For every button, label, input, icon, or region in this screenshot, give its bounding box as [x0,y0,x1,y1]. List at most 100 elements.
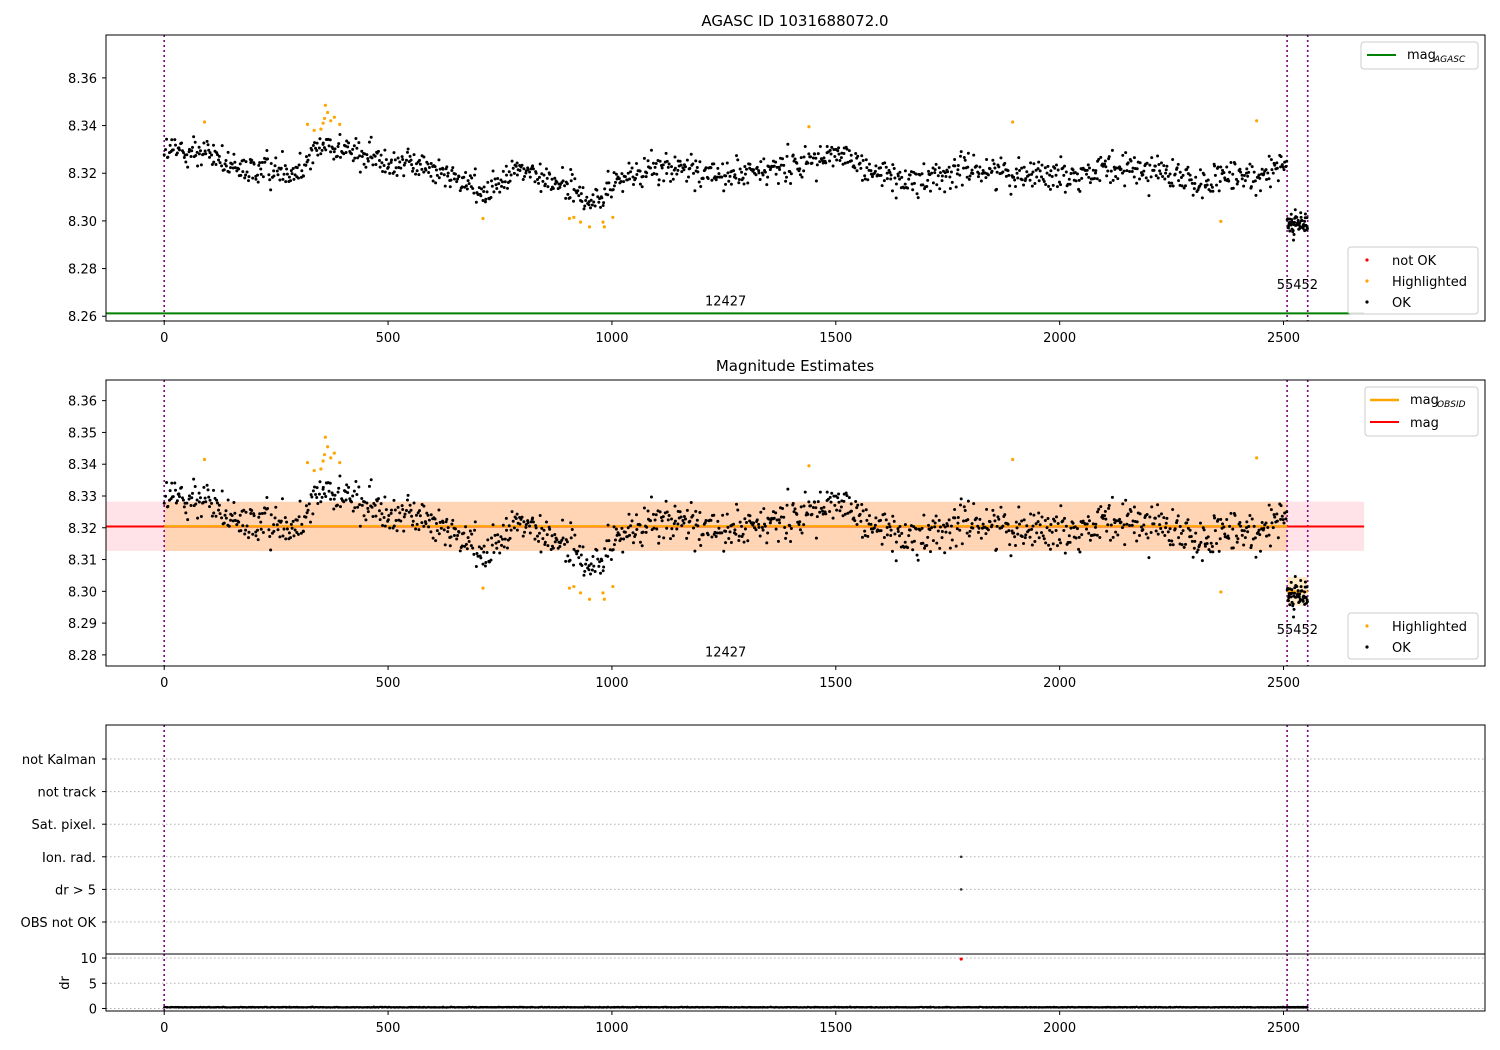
y-axis-label: dr [58,976,73,990]
ok-point [651,512,655,516]
ok-point [398,511,402,515]
ok-point [505,173,509,177]
ok-point [437,158,441,162]
ok-point [327,489,331,493]
ok-point [1286,599,1290,603]
ok-point [1153,164,1157,168]
ok-point [1299,211,1303,215]
ok-point [194,153,198,157]
x-tick-label: 0 [160,1021,168,1036]
ok-point [373,503,377,507]
ok-point [498,190,502,194]
ok-point [884,165,888,169]
ok-point [477,186,481,190]
ok-point [289,179,293,183]
ok-point [564,196,568,200]
ok-point [469,544,473,548]
ok-point [772,516,776,520]
ok-point [304,504,308,508]
ok-point [729,540,733,544]
y-tick-label: 10 [80,952,97,967]
ok-point [1180,184,1184,188]
ok-point [1243,179,1247,183]
ok-point [1062,173,1066,177]
ok-point [415,169,419,173]
ok-point [493,177,497,181]
ok-point [968,529,972,533]
legend-marker [1365,645,1369,649]
ok-point [466,179,470,183]
ok-point [465,547,469,551]
ok-point [360,154,364,158]
x-tick-label: 500 [376,1021,401,1036]
ok-point [755,165,759,169]
ok-point [189,503,193,507]
ok-point [1191,193,1195,197]
ok-point [1104,517,1108,521]
ok-point [1303,219,1307,223]
ok-point [926,535,930,539]
ok-point [410,514,414,518]
ok-point [1182,186,1186,190]
ok-point [601,204,605,208]
ok-point [1168,184,1172,188]
ok-point [813,152,817,156]
ok-point [1107,506,1111,510]
ok-point [1114,174,1118,178]
ok-point [1020,178,1024,182]
flag-label: not track [37,786,96,801]
ok-point [534,526,538,530]
ok-point [1128,523,1132,527]
ok-point [481,198,485,202]
ok-point [1036,520,1040,524]
ok-point [698,160,702,164]
ok-point [619,180,623,184]
ok-point [412,501,416,505]
legend-marker [1365,300,1369,304]
ok-point [377,158,381,162]
ok-point [224,164,228,168]
ok-point [657,178,661,182]
ok-point [1088,538,1092,542]
ok-point [379,153,383,157]
ok-point [311,489,315,493]
ok-point [622,537,626,541]
ok-point [249,511,253,515]
ok-point [1138,161,1142,165]
ok-point [1194,531,1198,535]
ok-point [1202,528,1206,532]
ok-point [533,180,537,184]
ok-point [826,497,830,501]
ok-point [935,541,939,545]
ok-point [909,524,913,528]
highlighted-point [202,457,207,462]
ok-point [1216,518,1220,522]
ok-point [354,136,358,140]
ok-point [414,513,418,517]
ok-point [195,498,199,502]
ok-point [706,176,710,180]
ok-point [683,165,687,169]
ok-point [1171,543,1175,547]
ok-point [807,500,811,504]
ok-point [1265,534,1269,538]
ok-point [832,494,836,498]
ok-point [798,173,802,177]
ok-point [314,146,318,150]
ok-point [1199,540,1203,544]
flag-label: dr > 5 [55,883,96,898]
ok-point [1275,512,1279,516]
ok-point [1158,523,1162,527]
ok-point [528,531,532,535]
ok-point [1177,536,1181,540]
ok-point [260,161,264,165]
ok-point [651,161,655,165]
ok-point [846,160,850,164]
ok-point [317,146,321,150]
ok-point [347,141,351,145]
ok-point [318,137,322,141]
ok-point [971,172,975,176]
ok-point [1040,531,1044,535]
ok-point [1206,535,1210,539]
ok-point [374,514,378,518]
